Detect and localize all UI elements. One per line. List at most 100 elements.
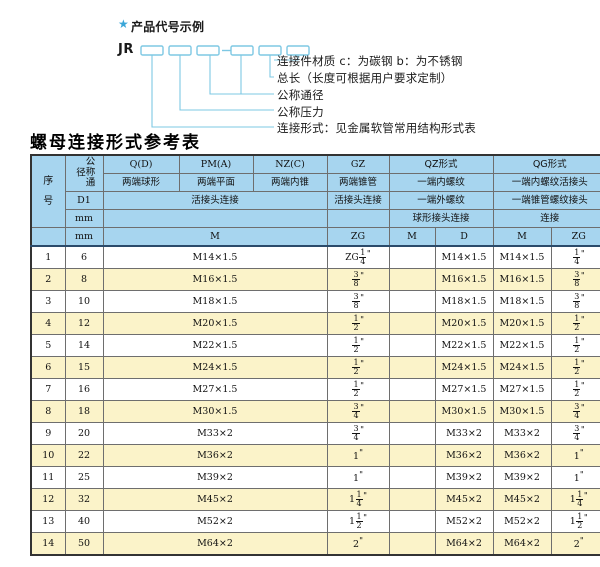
cell-seq: 12 [30, 488, 66, 511]
cell-gz-zg: 1" [326, 444, 390, 467]
cell-qz-m [388, 444, 436, 467]
code-prefix-jr: JR [118, 42, 134, 57]
cell-qz-d: M20×1.5 [434, 312, 494, 335]
cell-bore: 22 [64, 444, 104, 467]
header-sub-seq [30, 227, 66, 247]
header-nominal-bore: 公称通径 [64, 154, 104, 192]
cell-thread-m: M52×2 [102, 510, 328, 533]
cell-thread-m: M20×1.5 [102, 312, 328, 335]
header-code-gz: GZ [326, 154, 390, 174]
cell-qg-zg: 1 4 " [550, 245, 600, 269]
star-icon: ★ [118, 17, 129, 31]
cell-bore: 20 [64, 422, 104, 445]
cell-qg-m: M22×1.5 [492, 334, 552, 357]
cell-qg-m: M36×2 [492, 444, 552, 467]
cell-qg-zg: 1 2 " [550, 378, 600, 401]
cell-gz-zg: 3 8 " [326, 268, 390, 291]
cell-bore: 32 [64, 488, 104, 511]
table-row: 5 14 M22×1.5 1 2 " M22×1.5 M22×1.5 1 2 " [30, 334, 600, 357]
cell-gz-zg: 3 4 " [326, 422, 390, 445]
header-sub-m-qz: M [388, 227, 436, 247]
cell-qg-m: M64×2 [492, 532, 552, 556]
cell-gz-zg: 2" [326, 532, 390, 556]
cell-qg-zg: 1" [550, 466, 600, 489]
table-row: 3 10 M18×1.5 3 8 " M18×1.5 M18×1.5 3 8 " [30, 290, 600, 313]
cell-thread-m: M39×2 [102, 466, 328, 489]
header-form-pma: 两端平面 [178, 173, 254, 192]
cell-seq: 5 [30, 334, 66, 357]
cell-qz-m [388, 268, 436, 291]
cell-qz-m [388, 356, 436, 379]
header-seq: 序号 [30, 154, 66, 228]
header-connect-q-group: 活接头连接 [102, 191, 328, 210]
cell-thread-m: M14×1.5 [102, 245, 328, 269]
header-connect-gz: 活接头连接 [326, 191, 390, 210]
cell-qg-zg: 1 2 " [550, 334, 600, 357]
cell-qg-m: M14×1.5 [492, 245, 552, 269]
cell-qz-d: M36×2 [434, 444, 494, 467]
cell-thread-m: M27×1.5 [102, 378, 328, 401]
header-form2-qg: 一端锥管螺纹接头 [492, 191, 600, 210]
cell-bore: 10 [64, 290, 104, 313]
cell-bore: 16 [64, 378, 104, 401]
table-row: 4 12 M20×1.5 1 2 " M20×1.5 M20×1.5 1 2 " [30, 312, 600, 335]
cell-qz-d: M27×1.5 [434, 378, 494, 401]
cell-qz-d: M33×2 [434, 422, 494, 445]
table-row: 9 20 M33×2 3 4 " M33×2 M33×2 3 4 " [30, 422, 600, 445]
table-row: 10 22 M36×2 1" M36×2 M36×2 1" [30, 444, 600, 467]
header-sub-unit: mm [64, 227, 104, 247]
cell-gz-zg: 1" [326, 466, 390, 489]
code-label-pressure: 公称压力 [277, 105, 324, 119]
header-connect-qz: 球形接头连接 [388, 209, 494, 228]
code-label-bore: 公称通径 [277, 88, 324, 102]
header-blank-q [102, 209, 328, 228]
code-diagram-title: 产品代号示例 [131, 20, 205, 34]
header-blank-gz [326, 209, 390, 228]
code-diagram-lines [140, 45, 310, 128]
cell-gz-zg: 3 8 " [326, 290, 390, 313]
table-row: 14 50 M64×2 2" M64×2 M64×2 2" [30, 532, 600, 556]
cell-qg-m: M27×1.5 [492, 378, 552, 401]
cell-gz-zg: 3 4 " [326, 400, 390, 423]
header-form-qg: 一端内螺纹活接头 [492, 173, 600, 192]
header-unit: mm [64, 209, 104, 228]
cell-seq: 3 [30, 290, 66, 313]
cell-bore: 25 [64, 466, 104, 489]
cell-seq: 2 [30, 268, 66, 291]
header-form2-qz: 一端外螺纹 [388, 191, 494, 210]
cell-bore: 14 [64, 334, 104, 357]
header-form-nzc: 两端内锥 [252, 173, 328, 192]
cell-gz-zg: 1 2 " [326, 378, 390, 401]
cell-bore: 12 [64, 312, 104, 335]
code-label-length: 总长（长度可根据用户要求定制） [277, 71, 453, 85]
cell-qz-m [388, 290, 436, 313]
cell-seq: 7 [30, 378, 66, 401]
cell-seq: 4 [30, 312, 66, 335]
header-sub-d-qz: D [434, 227, 494, 247]
cell-qz-m [388, 400, 436, 423]
cell-qg-m: M20×1.5 [492, 312, 552, 335]
cell-qg-zg: 1 2 " [550, 356, 600, 379]
cell-qz-d: M14×1.5 [434, 245, 494, 269]
cell-thread-m: M24×1.5 [102, 356, 328, 379]
cell-thread-m: M22×1.5 [102, 334, 328, 357]
cell-qz-d: M52×2 [434, 510, 494, 533]
table-row: 6 15 M24×1.5 1 2 " M24×1.5 M24×1.5 1 2 " [30, 356, 600, 379]
code-label-connection: 连接形式：见金属软管常用结构形式表 [277, 121, 476, 135]
cell-seq: 9 [30, 422, 66, 445]
cell-seq: 14 [30, 532, 66, 556]
cell-gz-zg: 1 1 2 " [326, 510, 390, 533]
cell-gz-zg: ZG 1 4 " [326, 245, 390, 269]
cell-qg-zg: 1 1 2 " [550, 510, 600, 533]
cell-thread-m: M64×2 [102, 532, 328, 556]
header-sub-zg-gz: ZG [326, 227, 390, 247]
header-sub-m-q: M [102, 227, 328, 247]
cell-qg-m: M45×2 [492, 488, 552, 511]
cell-qg-zg: 3 8 " [550, 268, 600, 291]
cell-seq: 1 [30, 245, 66, 269]
cell-qg-m: M52×2 [492, 510, 552, 533]
cell-qg-m: M16×1.5 [492, 268, 552, 291]
cell-seq: 11 [30, 466, 66, 489]
cell-qz-m [388, 488, 436, 511]
cell-thread-m: M30×1.5 [102, 400, 328, 423]
